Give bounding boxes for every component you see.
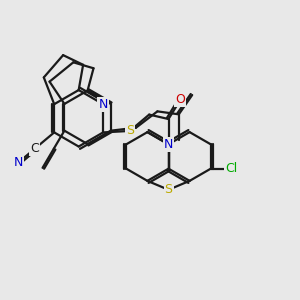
Text: Cl: Cl [225, 162, 238, 175]
Text: S: S [126, 124, 134, 137]
Text: O: O [176, 93, 185, 106]
Text: N: N [14, 156, 23, 169]
Text: S: S [164, 183, 172, 196]
Text: C: C [31, 142, 39, 155]
Text: N: N [164, 138, 173, 151]
Text: N: N [98, 98, 108, 111]
